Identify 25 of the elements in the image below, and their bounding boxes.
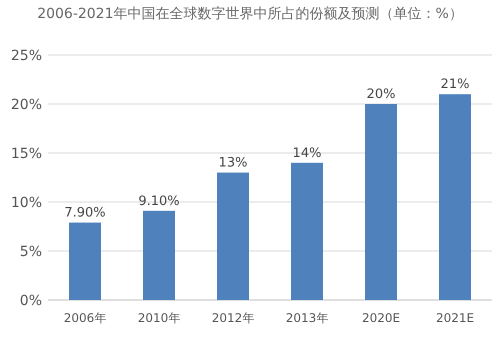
x-tick-label: 2010年	[138, 311, 180, 325]
data-label: 20%	[366, 87, 396, 102]
bar	[291, 162, 323, 300]
data-label: 14%	[292, 146, 322, 161]
data-label: 21%	[440, 77, 470, 92]
bar	[365, 104, 397, 300]
bar	[143, 210, 175, 300]
y-tick-label: 5%	[20, 244, 42, 260]
x-tick-label: 2020E	[362, 311, 400, 325]
x-tick-label: 2012年	[212, 311, 254, 325]
y-tick-label: 0%	[20, 293, 42, 309]
y-tick-label: 25%	[10, 48, 42, 64]
data-label: 9.10%	[138, 194, 180, 209]
y-tick-label: 20%	[10, 97, 42, 113]
x-tick-label: 2006年	[64, 311, 106, 325]
data-label: 7.90%	[64, 206, 106, 221]
x-tick-label: 2021E	[436, 311, 474, 325]
bar	[439, 94, 471, 300]
y-tick-label: 10%	[10, 195, 42, 211]
x-tick-label: 2013年	[286, 311, 328, 325]
chart-title: 2006-2021年中国在全球数字世界中所占的份额及预测（单位：%）	[37, 6, 463, 22]
bar	[217, 172, 249, 300]
bar	[69, 222, 101, 300]
data-label: 13%	[218, 156, 248, 171]
y-tick-label: 15%	[10, 146, 42, 162]
